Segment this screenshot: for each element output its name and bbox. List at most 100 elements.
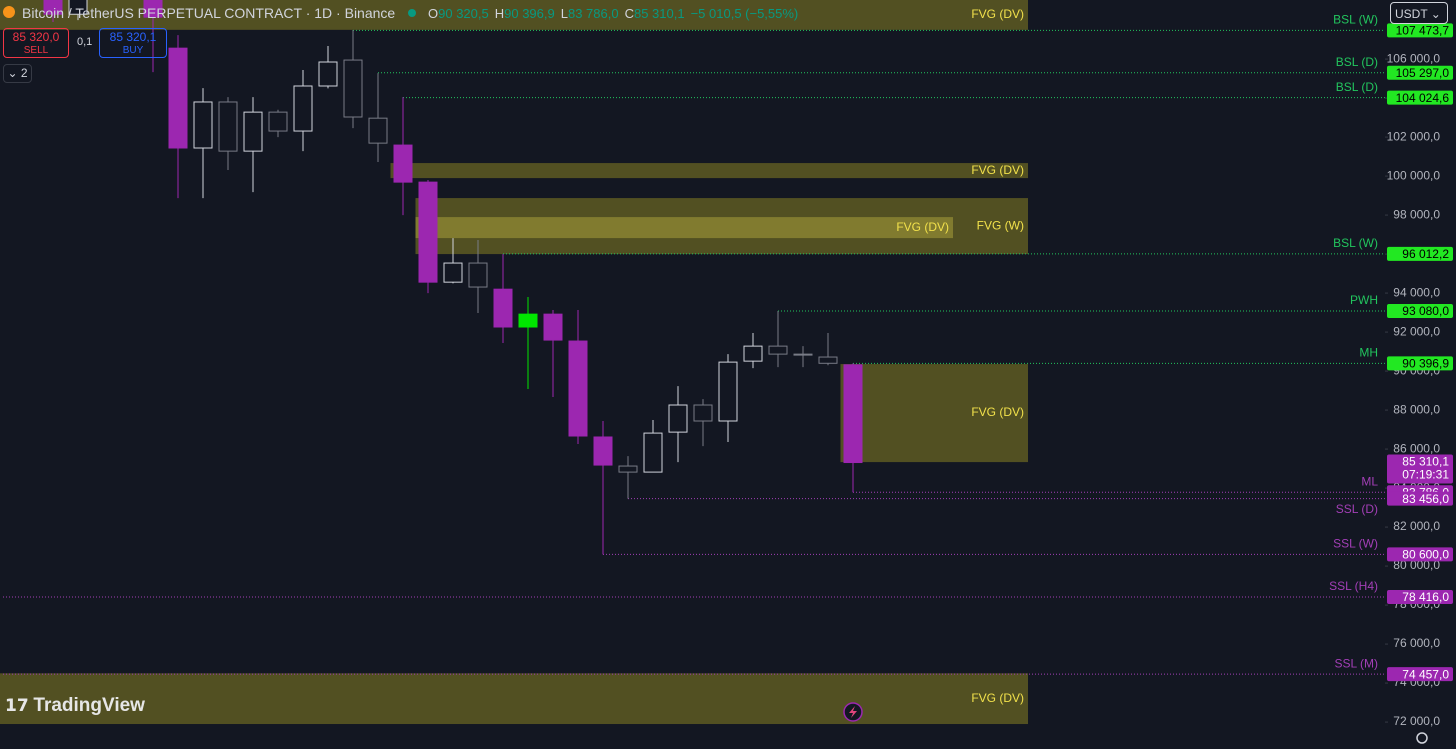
sell-label: SELL bbox=[23, 45, 49, 56]
level-label: BSL (D) bbox=[1336, 55, 1378, 69]
level-label: SSL (H4) bbox=[1329, 579, 1378, 593]
price-tag bbox=[1387, 356, 1453, 371]
price-tag-label: 104 024,6 bbox=[1396, 91, 1450, 105]
candle-body bbox=[168, 47, 188, 149]
price-tag bbox=[1387, 547, 1453, 562]
candle-body bbox=[693, 404, 713, 422]
price-tag-label: 78 416,0 bbox=[1402, 590, 1449, 604]
x-tick-label: 7 bbox=[1000, 730, 1007, 744]
fvg-zone bbox=[0, 0, 1028, 30]
price-tag bbox=[1387, 65, 1453, 80]
candle-body bbox=[418, 181, 438, 283]
price-tag-label: 107 473,7 bbox=[1396, 24, 1450, 38]
fvg-label: FVG (DV) bbox=[971, 7, 1024, 21]
price-tag-label: 90 396,9 bbox=[1402, 357, 1449, 371]
x-tick-label: 21 bbox=[596, 730, 610, 744]
currency-select[interactable]: USDT ⌄ bbox=[1390, 2, 1448, 24]
fvg-zone bbox=[0, 673, 1028, 725]
x-tick-label: 21 bbox=[1346, 730, 1360, 744]
ohlc: O90 320,5 H90 396,9 L83 786,0 C85 310,1 −5 0… bbox=[428, 6, 798, 21]
candle-body bbox=[618, 465, 638, 473]
settings-icon[interactable] bbox=[1416, 732, 1428, 744]
y-tick-label: 86 000,0 bbox=[1393, 441, 1440, 455]
ohlc-value: 85 310,1 bbox=[633, 6, 685, 21]
symbol-title[interactable]: Bitcoin / TetherUS PERPETUAL CONTRACT · … bbox=[22, 5, 396, 21]
x-tick-label: 13 bbox=[1146, 730, 1160, 744]
indicators-toggle[interactable]: ⌄ 2 bbox=[3, 64, 32, 83]
candle-body bbox=[443, 262, 463, 283]
fvg-label: FVG (DV) bbox=[971, 163, 1024, 177]
y-tick-label: 76 000,0 bbox=[1393, 636, 1440, 650]
x-tick-label: 25 bbox=[696, 730, 710, 744]
candle-body bbox=[818, 356, 838, 364]
fvg-zone bbox=[415, 217, 953, 239]
level-label: BSL (W) bbox=[1333, 236, 1378, 250]
y-tick-label: 106 000,0 bbox=[1387, 51, 1441, 65]
price-tag bbox=[1387, 589, 1453, 604]
ohlc-value: 90 320,5 bbox=[438, 6, 489, 21]
candle-body bbox=[668, 404, 688, 433]
x-tick-label: 17 bbox=[1246, 730, 1260, 744]
y-tick-label: 80 000,0 bbox=[1393, 558, 1440, 572]
y-tick-label: 72 000,0 bbox=[1393, 714, 1440, 728]
y-tick-label: 98 000,0 bbox=[1393, 207, 1440, 221]
y-tick-label: 94 000,0 bbox=[1393, 285, 1440, 299]
fvg-zone bbox=[840, 364, 1028, 463]
candle-body bbox=[243, 111, 263, 152]
ohlc-value: 90 396,9 bbox=[504, 6, 555, 21]
candle-body bbox=[843, 364, 863, 464]
sell-price: 85 320,0 bbox=[12, 30, 60, 44]
price-tag bbox=[1387, 667, 1453, 682]
level-label: MH bbox=[1359, 346, 1378, 360]
candle-body bbox=[68, 0, 88, 15]
fvg-label: FVG (DV) bbox=[971, 691, 1024, 705]
candle-body bbox=[293, 85, 313, 132]
candle-body bbox=[43, 0, 63, 15]
y-tick-label: 102 000,0 bbox=[1387, 129, 1441, 143]
level-label: BSL (D) bbox=[1336, 80, 1378, 94]
candle-body bbox=[743, 345, 763, 362]
brand: TradingView bbox=[33, 695, 145, 716]
x-tick-label: 15 bbox=[1196, 730, 1210, 744]
market-status bbox=[408, 9, 416, 17]
candle-body bbox=[543, 313, 563, 341]
candle-body bbox=[493, 288, 513, 328]
x-tick-label: 7 bbox=[250, 730, 257, 744]
candle-body bbox=[768, 345, 788, 355]
level-label: SSL (W) bbox=[1333, 537, 1378, 551]
price-tag bbox=[1387, 304, 1453, 319]
candle-body bbox=[218, 101, 238, 152]
fvg-zone bbox=[390, 163, 1028, 179]
buy-label: BUY bbox=[122, 45, 144, 56]
price-axis: 72 000,074 000,076 000,078 000,080 000,0… bbox=[1385, 0, 1456, 749]
currency: USDT bbox=[1395, 7, 1428, 21]
x-tick-label: 29 bbox=[796, 730, 810, 744]
x-tick-label: 13 bbox=[396, 730, 410, 744]
current-price-tag bbox=[1387, 454, 1453, 484]
x-tick-label: Nov bbox=[92, 730, 115, 744]
ohlc-key: H bbox=[494, 6, 505, 21]
sell-button[interactable]: 85 320,0 SELL bbox=[3, 28, 69, 58]
x-tick-label: 9 bbox=[300, 730, 307, 744]
x-tick-label: 27 bbox=[746, 730, 760, 744]
x-tick-label: 3 bbox=[900, 730, 907, 744]
y-tick-label: 92 000,0 bbox=[1393, 324, 1440, 338]
event-bolt bbox=[849, 706, 857, 718]
candle-body bbox=[718, 361, 738, 422]
level-label: ML bbox=[1361, 474, 1378, 488]
level-label: SSL (M) bbox=[1334, 656, 1378, 670]
x-tick-label: 5 bbox=[200, 730, 207, 744]
fvg-label: FVG (DV) bbox=[896, 220, 949, 234]
buy-button[interactable]: 85 320,1 BUY bbox=[99, 28, 167, 58]
price-tag-label: 74 457,0 bbox=[1402, 667, 1449, 681]
current-price-label: 85 310,1 bbox=[1402, 455, 1449, 469]
candle-body bbox=[318, 61, 338, 87]
plot-area: FVG (DV) FVG (DV) FVG (W) FVG (DV) FVG (DV) F… bbox=[0, 0, 1385, 744]
x-tick-label: 11 bbox=[1097, 730, 1110, 744]
level-label: PWH bbox=[1350, 293, 1378, 307]
candle-body bbox=[518, 313, 538, 328]
y-tick-label: 100 000,0 bbox=[1387, 168, 1441, 182]
candle-body bbox=[643, 432, 663, 473]
